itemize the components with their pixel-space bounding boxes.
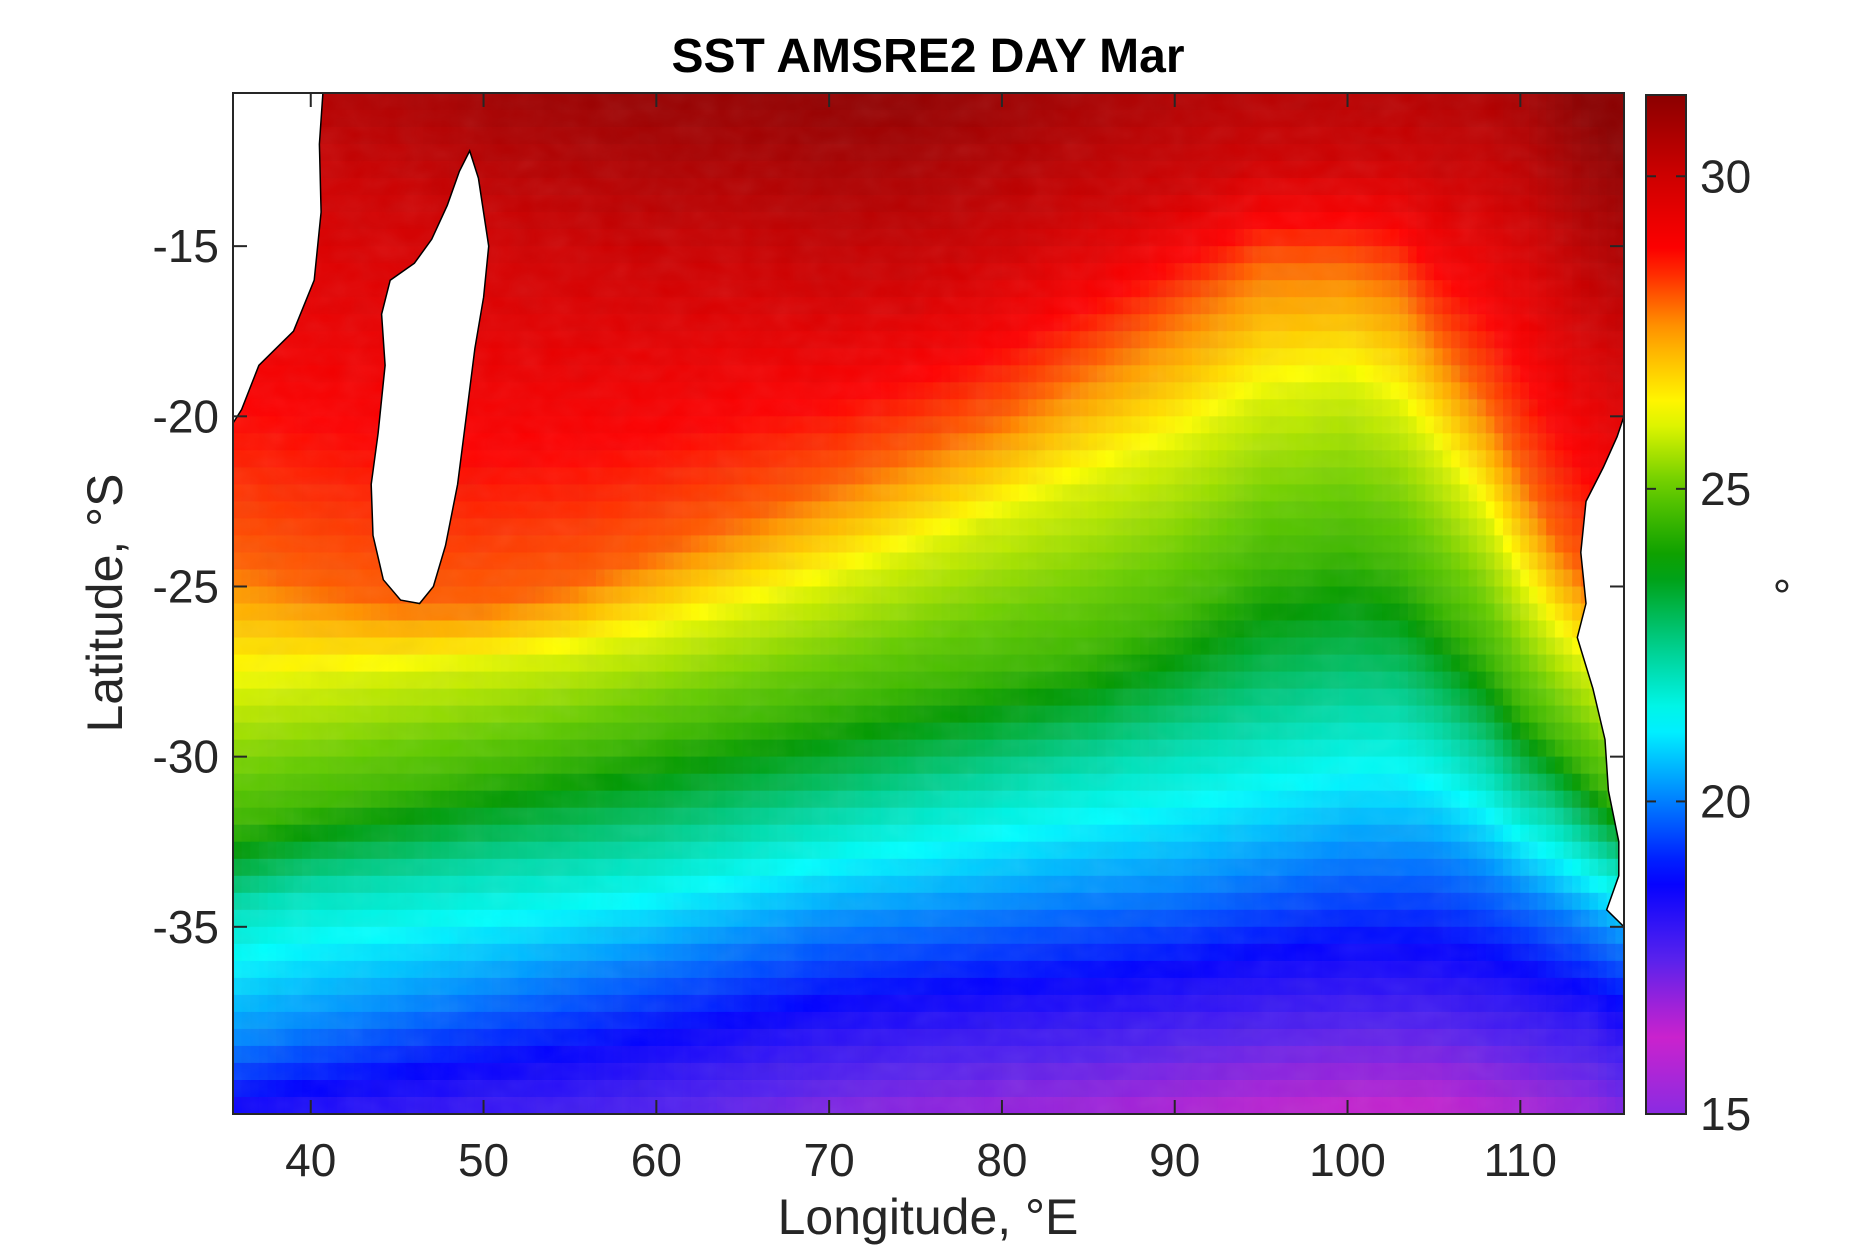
- chart-title: SST AMSRE2 DAY Mar: [671, 30, 1184, 83]
- plot-area: [233, 93, 1624, 1114]
